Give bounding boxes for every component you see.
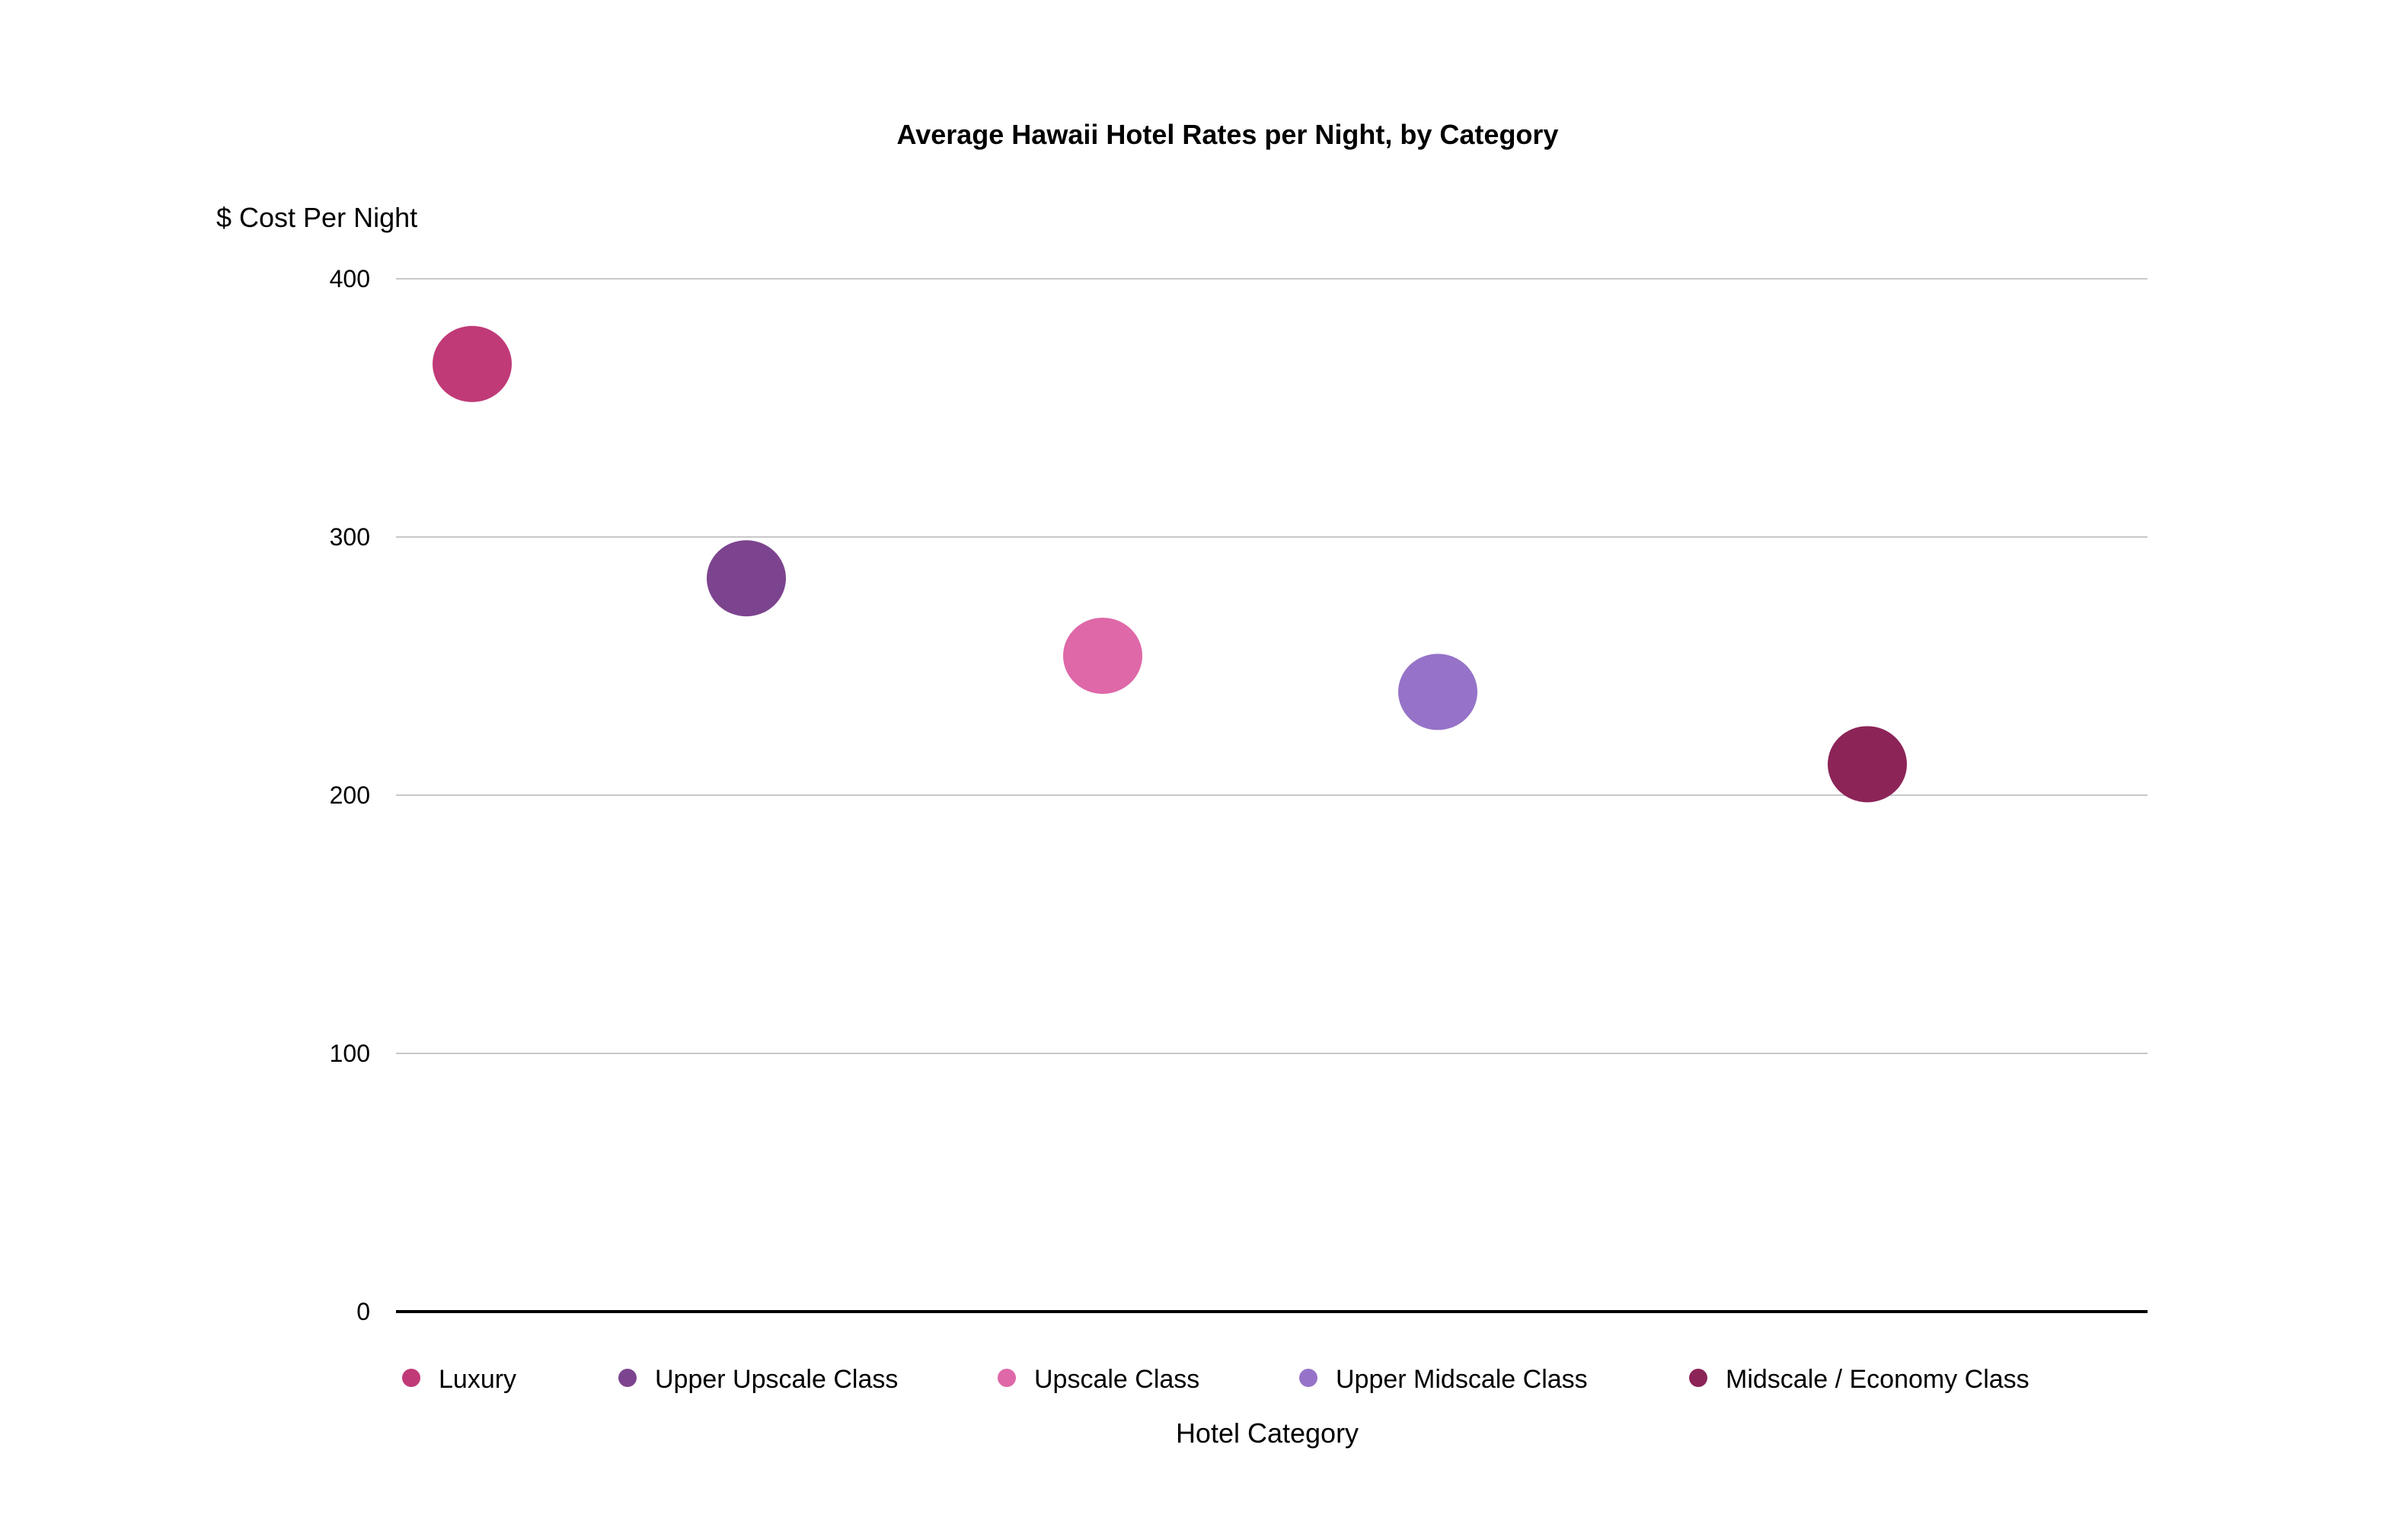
legend-swatch	[618, 1369, 637, 1387]
legend-item: Upper Midscale Class	[1299, 1365, 1588, 1394]
data-point	[1398, 654, 1477, 730]
legend-label: Midscale / Economy Class	[1726, 1365, 2030, 1394]
legend-swatch	[998, 1369, 1016, 1387]
y-axis-label: $ Cost Per Night	[216, 202, 417, 233]
legend-item: Upper Upscale Class	[618, 1365, 898, 1394]
chart-title: Average Hawaii Hotel Rates per Night, by…	[897, 119, 1559, 150]
legend-item: Midscale / Economy Class	[1689, 1365, 2030, 1394]
legend-label: Upper Upscale Class	[655, 1365, 898, 1394]
legend-item: Upscale Class	[998, 1365, 1199, 1394]
y-tick-label: 400	[330, 265, 370, 292]
legend-swatch	[402, 1369, 420, 1387]
gridlines	[396, 278, 2148, 1054]
legend-label: Luxury	[439, 1365, 516, 1394]
data-point	[707, 540, 786, 617]
x-axis-label: Hotel Category	[1176, 1417, 1359, 1449]
data-point	[1828, 726, 1907, 803]
legend-item: Luxury	[402, 1365, 516, 1394]
y-tick-label: 200	[330, 781, 370, 809]
legend-label: Upper Midscale Class	[1336, 1365, 1588, 1394]
y-tick-label: 300	[330, 523, 370, 551]
legend-label: Upscale Class	[1034, 1365, 1199, 1394]
y-tick-label: 0	[356, 1298, 370, 1325]
legend-swatch	[1689, 1369, 1707, 1387]
y-axis-ticks: 0 100 200 300 400	[330, 265, 370, 1325]
data-point	[433, 325, 512, 402]
legend: Luxury Upper Upscale Class Upscale Class Up…	[402, 1365, 2030, 1394]
y-tick-label: 100	[330, 1040, 370, 1067]
data-points	[433, 325, 1907, 803]
data-point	[1063, 617, 1142, 694]
legend-swatch	[1299, 1369, 1317, 1387]
